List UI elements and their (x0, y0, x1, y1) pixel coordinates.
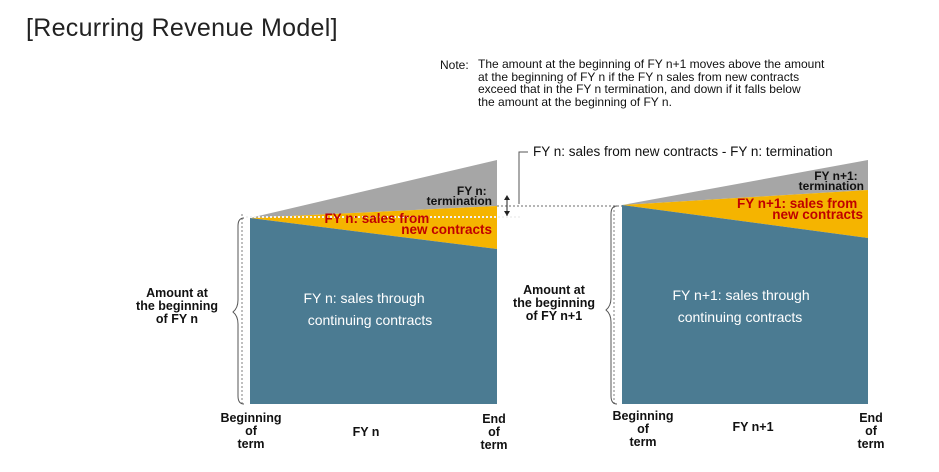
fy-n1-new-contracts-label: FY n+1: sales from new contracts (737, 196, 863, 222)
label-line: the beginning (136, 299, 218, 313)
label-line: Beginning (220, 411, 282, 425)
label-line: term (629, 435, 657, 449)
fy-n-new-contracts-label: FY n: sales from new contracts (324, 211, 492, 237)
fy-n1-termination-label: FY n+1: termination (799, 169, 864, 193)
fy-n1-period-label: FY n+1 (732, 420, 774, 434)
note-text: The amount at the beginning of FY n+1 mo… (478, 58, 878, 108)
note-label: Note: (440, 58, 469, 72)
fy-n-continuing-label: FY n: sales through continuing contracts (303, 290, 432, 328)
label-line: term (857, 437, 885, 451)
label-line: term (237, 437, 265, 451)
label-line: of FY n+1 (525, 309, 583, 323)
label-line: End (482, 412, 506, 426)
fy-n-period-label: FY n (352, 425, 380, 439)
fy-n1-brace (605, 205, 618, 405)
page-title: [Recurring Revenue Model] (26, 14, 338, 42)
label-line: of FY n (155, 312, 199, 326)
fy-n-continuing-area (250, 218, 497, 404)
fy-n1-amount-at-beginning: Amount at the beginning of FY n+1 (501, 284, 607, 323)
fy-n-termination-label: FY n: termination (427, 184, 492, 208)
fy-n1-end-of-term: End of term (849, 412, 893, 451)
fy-n1-new-contracts-area (622, 190, 868, 238)
label-line: Amount at (523, 283, 585, 297)
fy-n-termination-area (250, 160, 497, 218)
difference-label: FY n: sales from new contracts - FY n: t… (533, 144, 833, 159)
fy-n1-continuing-area (622, 205, 868, 404)
fy-n-beginning-of-term: Beginning of term (216, 412, 286, 451)
label-line: of (245, 424, 257, 438)
difference-arrow-head-down (504, 211, 510, 216)
difference-arrow-head-up (504, 195, 510, 200)
label-line: of (865, 424, 877, 438)
fy-n1-continuing-label: FY n+1: sales through continuing contrac… (673, 287, 814, 325)
label-line: Amount at (146, 286, 208, 300)
difference-leader-line (518, 151, 528, 204)
fy-n-brace (232, 217, 245, 405)
note-line: the amount at the beginning of FY n. (478, 94, 672, 109)
label-line: Beginning (612, 409, 674, 423)
fy-n-amount-at-beginning: Amount at the beginning of FY n (127, 287, 227, 326)
note-line: at the beginning of FY n if the FY n sal… (478, 69, 800, 84)
label-line: term (480, 438, 508, 452)
label-line: of (488, 425, 500, 439)
fy-n-end-of-term: End of term (472, 413, 516, 452)
note-line: The amount at the beginning of FY n+1 mo… (478, 57, 825, 71)
label-line: End (859, 411, 883, 425)
label-line: of (637, 422, 649, 436)
fy-n1-beginning-of-term: Beginning of term (608, 410, 678, 449)
label-line: the beginning (513, 296, 595, 310)
note-line: exceed that in the FY n termination, and… (478, 82, 801, 96)
